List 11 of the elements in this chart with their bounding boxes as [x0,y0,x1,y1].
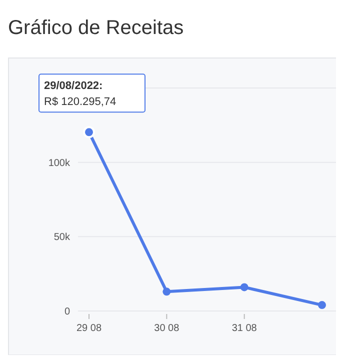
x-tick-label: 30 08 [154,323,180,334]
y-tick-label: 0 [64,306,70,318]
x-tick-label: 31 08 [232,323,258,334]
y-tick-label: 100k [48,158,71,169]
y-tick-label: 50k [54,232,71,244]
chart-title: Gráfico de Receitas [8,17,184,39]
annotation: 29/08/2022: R$ 120.295,74 [44,80,116,108]
point [240,283,248,292]
point [318,301,326,310]
point [162,288,171,296]
x-tick-label: 29 08 [76,323,102,334]
